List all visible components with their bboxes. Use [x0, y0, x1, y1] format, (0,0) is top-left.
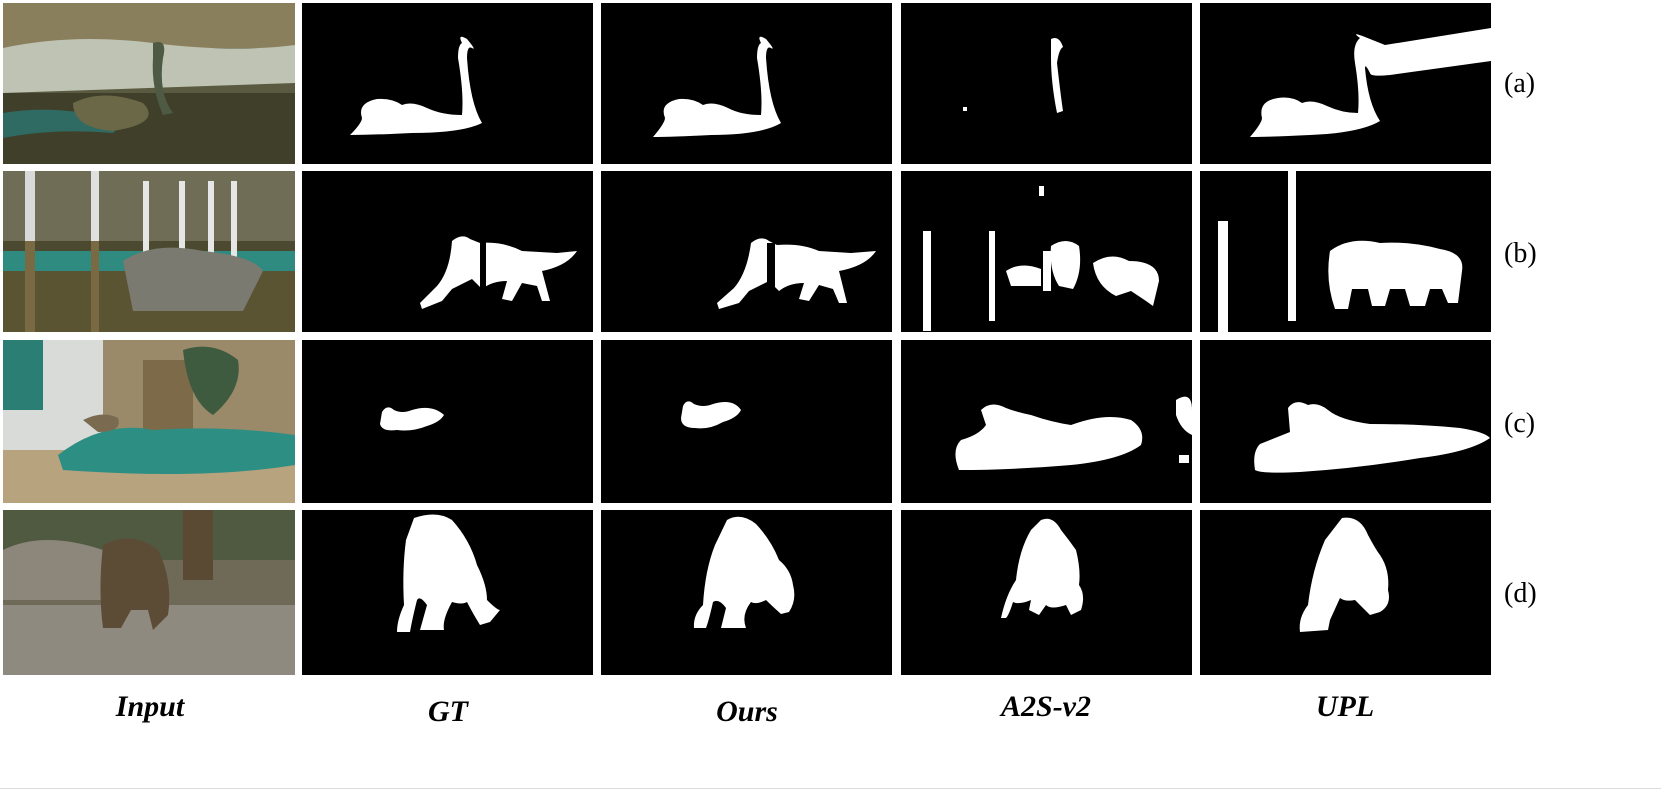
a2s-mask-d	[901, 510, 1192, 675]
gt-mask-d	[302, 510, 593, 675]
upl-mask-a	[1200, 3, 1491, 164]
ours-mask-b	[601, 171, 892, 332]
column-label-input: Input	[115, 690, 185, 723]
column-label-a2s: A2S-v2	[1001, 690, 1091, 723]
row-label-b: (b)	[1504, 238, 1537, 269]
a2s-mask-b	[901, 171, 1192, 332]
ours-mask-a	[601, 3, 892, 164]
column-label-gt: GT	[428, 695, 468, 728]
column-label-upl: UPL	[1315, 690, 1375, 723]
a2s-mask-a	[901, 3, 1192, 164]
upl-mask-b	[1200, 171, 1491, 332]
gt-mask-b	[302, 171, 593, 332]
upl-mask-c	[1200, 340, 1491, 503]
input-image-a	[3, 3, 295, 164]
gt-mask-a	[302, 3, 593, 164]
upl-mask-d	[1200, 510, 1491, 675]
input-image-b	[3, 171, 295, 332]
input-image-c	[3, 340, 295, 503]
row-label-a: (a)	[1504, 68, 1536, 99]
ours-mask-c	[601, 340, 892, 503]
gt-mask-c	[302, 340, 593, 503]
column-label-ours: Ours	[716, 695, 778, 728]
input-image-d	[3, 510, 295, 675]
row-label-d: (d)	[1504, 578, 1537, 609]
a2s-mask-c	[901, 340, 1192, 503]
row-label-c: (c)	[1504, 408, 1536, 439]
ours-mask-d	[601, 510, 892, 675]
bottom-divider	[0, 788, 1661, 789]
